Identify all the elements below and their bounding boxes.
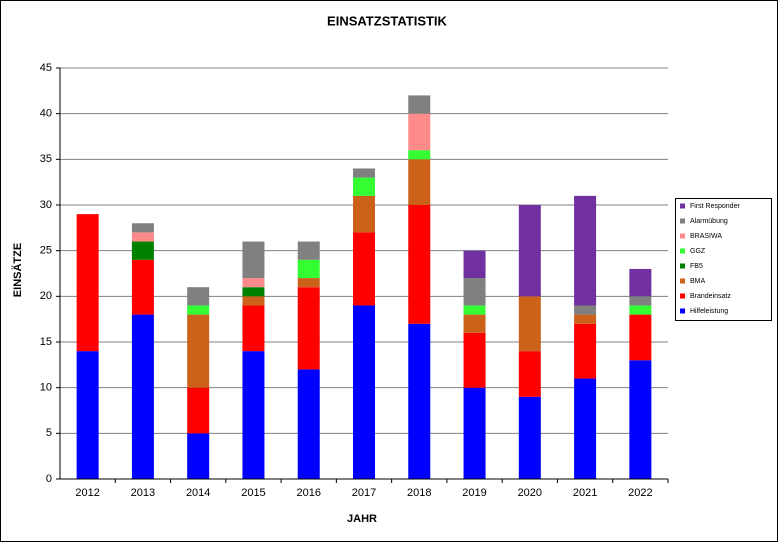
legend-label: FB5 — [690, 263, 703, 270]
legend-label: First Responder — [690, 203, 740, 210]
bar-segment — [518, 351, 541, 397]
bar-segment — [518, 396, 541, 479]
y-tick-label: 15 — [40, 336, 52, 348]
x-tick-label: 2018 — [407, 487, 431, 499]
bar-segment — [187, 433, 210, 479]
bar-segment — [629, 314, 652, 361]
y-tick-label: 5 — [46, 427, 52, 439]
legend-box — [675, 198, 772, 321]
bar-segment — [463, 278, 486, 306]
legend-swatch — [680, 203, 685, 209]
legend-label: Brandeinsatz — [690, 293, 731, 300]
x-axis-label: JAHR — [347, 513, 377, 525]
x-tick-label: 2013 — [131, 487, 155, 499]
x-tick-label: 2012 — [75, 487, 99, 499]
bar-segment — [463, 314, 486, 333]
bar-segment — [629, 296, 652, 306]
bar-segment — [629, 360, 652, 479]
y-tick-label: 10 — [40, 382, 52, 394]
bar-segment — [408, 323, 431, 479]
bar-segment — [187, 387, 210, 434]
x-tick-label: 2019 — [462, 487, 486, 499]
x-tick-label: 2020 — [518, 487, 542, 499]
bar-segment — [408, 95, 431, 114]
legend-swatch — [680, 308, 685, 314]
y-tick-label: 20 — [40, 290, 52, 302]
bar-segment — [518, 296, 541, 352]
bar-segment — [297, 287, 320, 370]
bar-segment — [187, 287, 210, 306]
legend-swatch — [680, 233, 685, 239]
bar-segment — [353, 305, 375, 479]
legend-swatch — [680, 248, 685, 254]
legend-swatch — [680, 293, 685, 299]
bar-segment — [629, 268, 652, 297]
bar-segment — [408, 205, 431, 324]
bar-segment — [353, 232, 375, 306]
bar-segment — [242, 287, 265, 297]
bar-segment — [131, 259, 154, 315]
x-tick-label: 2017 — [352, 487, 376, 499]
bar-segment — [574, 314, 597, 324]
bar-segment — [242, 278, 265, 288]
bar-segment — [131, 223, 154, 233]
bar-segment — [463, 305, 486, 315]
y-tick-label: 40 — [40, 108, 52, 120]
bar-segment — [463, 332, 486, 388]
bar-segment — [131, 232, 154, 242]
bar-segment — [76, 214, 99, 352]
x-tick-label: 2021 — [573, 487, 597, 499]
y-tick-label: 35 — [40, 153, 52, 165]
bar-segment — [408, 159, 431, 205]
bar-segment — [408, 113, 431, 151]
x-tick-label: 2014 — [186, 487, 210, 499]
x-tick-label: 2015 — [241, 487, 265, 499]
bar-segment — [242, 241, 265, 279]
bar-segment — [76, 351, 99, 479]
x-tick-label: 2016 — [296, 487, 320, 499]
y-tick-label: 0 — [46, 473, 52, 485]
legend-label: BRASIWA — [690, 233, 722, 240]
bar-segment — [131, 241, 154, 260]
bar-segment — [353, 177, 375, 196]
bar-segment — [242, 305, 265, 352]
bar-segment — [574, 195, 597, 306]
y-tick-label: 30 — [40, 199, 52, 211]
bar-segment — [574, 378, 597, 479]
legend-swatch — [680, 278, 685, 284]
bar-segment — [187, 305, 210, 315]
bar-segment — [353, 195, 375, 233]
legend-label: BMA — [690, 278, 706, 285]
bar-segment — [629, 305, 652, 315]
x-tick-label: 2022 — [628, 487, 652, 499]
bar-segment — [131, 314, 154, 479]
legend-label: GGZ — [690, 248, 706, 255]
y-axis-label: EINSÄTZE — [11, 243, 24, 297]
bar-segment — [518, 205, 541, 297]
bar-segment — [408, 150, 431, 160]
y-tick-label: 45 — [40, 62, 52, 74]
bar-segment — [463, 250, 486, 279]
bar-segment — [574, 323, 597, 379]
bar-segment — [353, 168, 375, 178]
bar-segment — [463, 387, 486, 479]
chart-title: EINSATZSTATISTIK — [327, 13, 447, 28]
bar-segment — [297, 369, 320, 479]
bar-segment — [242, 296, 265, 306]
bar-segment — [297, 241, 320, 260]
bar-segment — [297, 278, 320, 288]
legend-label: Hilfeleistung — [690, 308, 728, 315]
legend-label: Alarmübung — [690, 218, 728, 225]
legend-swatch — [680, 218, 685, 224]
bar-segment — [574, 305, 597, 315]
legend-swatch — [680, 263, 685, 269]
y-tick-label: 25 — [40, 245, 52, 257]
bar-segment — [187, 314, 210, 388]
bar-segment — [297, 259, 320, 279]
bar-segment — [242, 351, 265, 479]
